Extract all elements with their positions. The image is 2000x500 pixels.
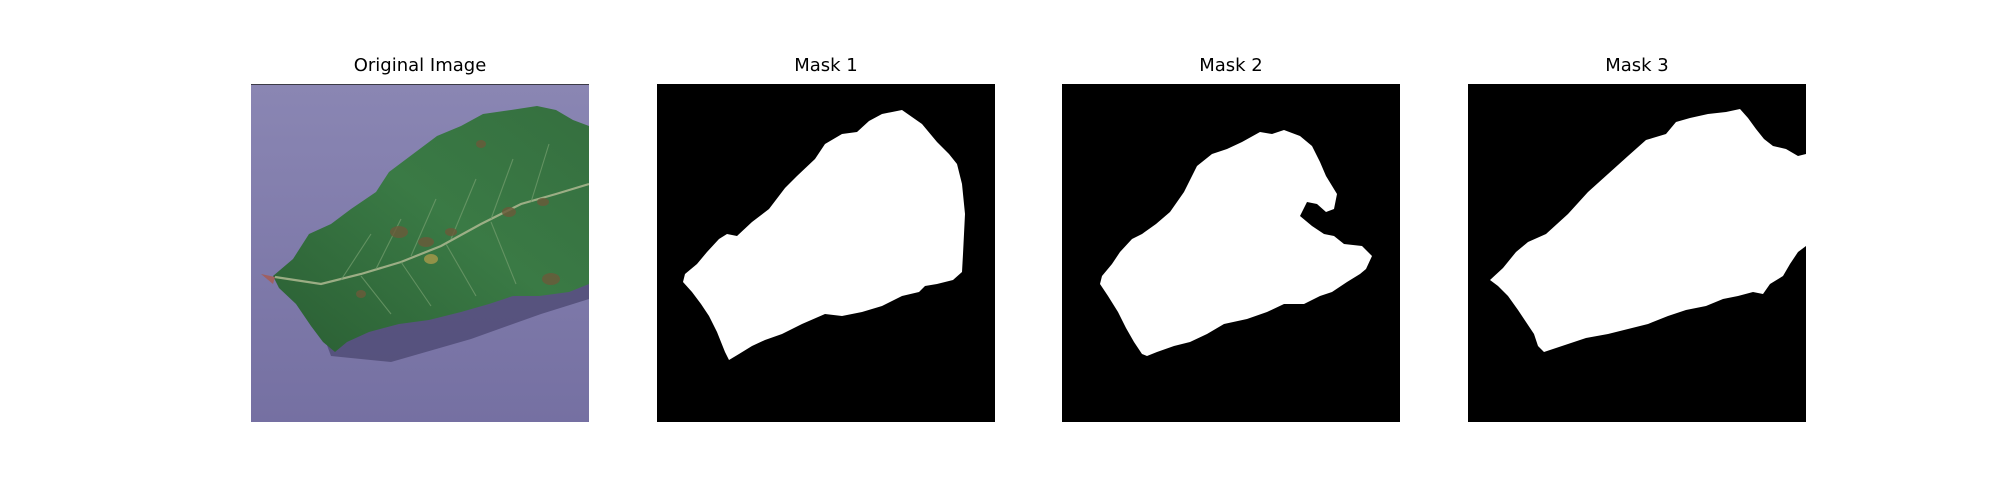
leaf-image — [251, 84, 589, 422]
panel-title: Mask 3 — [1605, 55, 1669, 76]
mask-image — [1468, 84, 1806, 422]
panel-title: Mask 1 — [794, 55, 858, 76]
mask-image — [1062, 84, 1400, 422]
panel-title: Original Image — [353, 55, 487, 76]
mask-1-panel: Mask 1 — [657, 56, 995, 422]
panel-title: Mask 2 — [1199, 55, 1263, 76]
mask-2-panel: Mask 2 — [1062, 56, 1400, 422]
mask-3-panel: Mask 3 — [1468, 56, 1806, 422]
mask-image — [657, 84, 995, 422]
original-image-panel: Original Image — [251, 56, 589, 422]
